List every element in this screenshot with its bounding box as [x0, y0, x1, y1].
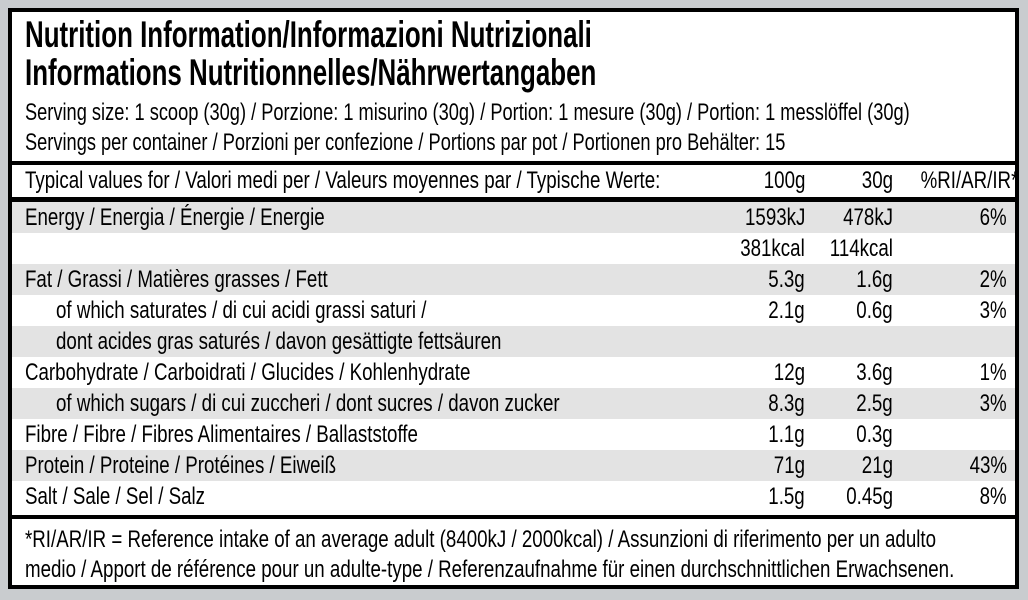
- row-value-30g: 0.3g: [856, 420, 893, 448]
- header-typical-values: Typical values for / Valori medi per / V…: [25, 167, 661, 194]
- table-row: Fat / Grassi / Matières grasses / Fett 5…: [12, 264, 1015, 295]
- row-value-30g: 3.6g: [856, 358, 893, 386]
- table-row: Carbohydrate / Carboidrati / Glucides / …: [12, 357, 1015, 388]
- row-label: Energy / Energia / Énergie / Energie: [25, 203, 325, 231]
- row-value-30g: 1.6g: [856, 265, 893, 293]
- table-row: of which sugars / di cui zuccheri / dont…: [12, 388, 1015, 419]
- title-line-2: Informations Nutritionnelles/Nährwertang…: [25, 52, 597, 93]
- footnote-line-2: medio / Apport de référence pour un adul…: [25, 556, 955, 583]
- title-line-1: Nutrition Information/Informazioni Nutri…: [25, 14, 592, 55]
- label-title: Nutrition Information/Informazioni Nutri…: [25, 16, 1015, 92]
- divider-above-header: [12, 161, 1015, 165]
- row-value-ri: 3%: [979, 296, 1007, 324]
- servings-per-container-line: Servings per container / Porzioni per co…: [25, 129, 786, 156]
- table-row: 381kcal 114kcal: [12, 233, 1015, 264]
- row-label: Salt / Sale / Sel / Salz: [25, 482, 206, 510]
- row-value-100g: 1.5g: [768, 482, 805, 510]
- row-label: of which saturates / di cui acidi grassi…: [56, 296, 427, 324]
- serving-info: Serving size: 1 scoop (30g) / Porzione: …: [25, 98, 1015, 158]
- row-value-ri: [893, 328, 1007, 356]
- header-col-100g: 100g: [763, 167, 805, 194]
- row-value-100g: 71g: [773, 451, 805, 479]
- nutrition-table-body: Energy / Energia / Énergie / Energie 159…: [12, 202, 1015, 512]
- row-value-ri: 1%: [979, 358, 1007, 386]
- row-value-30g: [805, 328, 893, 356]
- table-header-row: Typical values for / Valori medi per / V…: [12, 165, 1015, 197]
- row-value-30g: 0.45g: [846, 482, 893, 510]
- header-col-30g: 30g: [861, 167, 893, 194]
- row-label: of which sugars / di cui zuccheri / dont…: [56, 389, 560, 417]
- row-value-30g: 114kcal: [829, 234, 893, 262]
- header-col-ri: %RI/AR/IR*: [920, 167, 1019, 194]
- row-value-30g: 21g: [861, 451, 893, 479]
- table-row: Salt / Sale / Sel / Salz 1.5g 0.45g 8%: [12, 481, 1015, 512]
- nutrition-label: Nutrition Information/Informazioni Nutri…: [8, 8, 1019, 589]
- table-row: dont acides gras saturés / davon gesätti…: [12, 326, 1015, 357]
- row-label: Fat / Grassi / Matières grasses / Fett: [25, 265, 328, 293]
- row-label: dont acides gras saturés / davon gesätti…: [56, 327, 502, 355]
- row-value-ri: 6%: [979, 203, 1007, 231]
- divider-above-footnote: [12, 515, 1015, 519]
- row-value-ri: 3%: [979, 389, 1007, 417]
- table-row: Fibre / Fibre / Fibres Alimentaires / Ba…: [12, 419, 1015, 450]
- row-value-100g: 2.1g: [768, 296, 805, 324]
- row-value-100g: [720, 328, 805, 356]
- table-row: Energy / Energia / Énergie / Energie 159…: [12, 202, 1015, 233]
- row-value-100g: 5.3g: [768, 265, 805, 293]
- row-value-ri: 2%: [979, 265, 1007, 293]
- row-value-100g: 1.1g: [768, 420, 805, 448]
- serving-size-line: Serving size: 1 scoop (30g) / Porzione: …: [25, 99, 910, 126]
- row-value-30g: 0.6g: [856, 296, 893, 324]
- row-value-ri: [893, 421, 1007, 449]
- row-label: Fibre / Fibre / Fibres Alimentaires / Ba…: [25, 420, 418, 448]
- divider-below-header: [12, 197, 1015, 202]
- row-label: Carbohydrate / Carboidrati / Glucides / …: [25, 358, 471, 386]
- row-value-100g: 8.3g: [768, 389, 805, 417]
- row-value-100g: 381kcal: [740, 234, 805, 262]
- table-row: of which saturates / di cui acidi grassi…: [12, 295, 1015, 326]
- row-value-30g: 2.5g: [856, 389, 893, 417]
- row-value-ri: 8%: [979, 482, 1007, 510]
- row-value-ri: [893, 235, 1007, 263]
- row-value-30g: 478kJ: [843, 203, 893, 231]
- row-value-ri: 43%: [969, 451, 1007, 479]
- table-row: Protein / Proteine / Protéines / Eiweiß …: [12, 450, 1015, 481]
- row-value-100g: 1593kJ: [744, 203, 805, 231]
- row-label: [12, 235, 720, 263]
- row-label: Protein / Proteine / Protéines / Eiweiß: [25, 451, 337, 479]
- reference-intake-footnote: *RI/AR/IR = Reference intake of an avera…: [25, 525, 1015, 585]
- footnote-line-1: *RI/AR/IR = Reference intake of an avera…: [25, 526, 937, 553]
- row-value-100g: 12g: [773, 358, 805, 386]
